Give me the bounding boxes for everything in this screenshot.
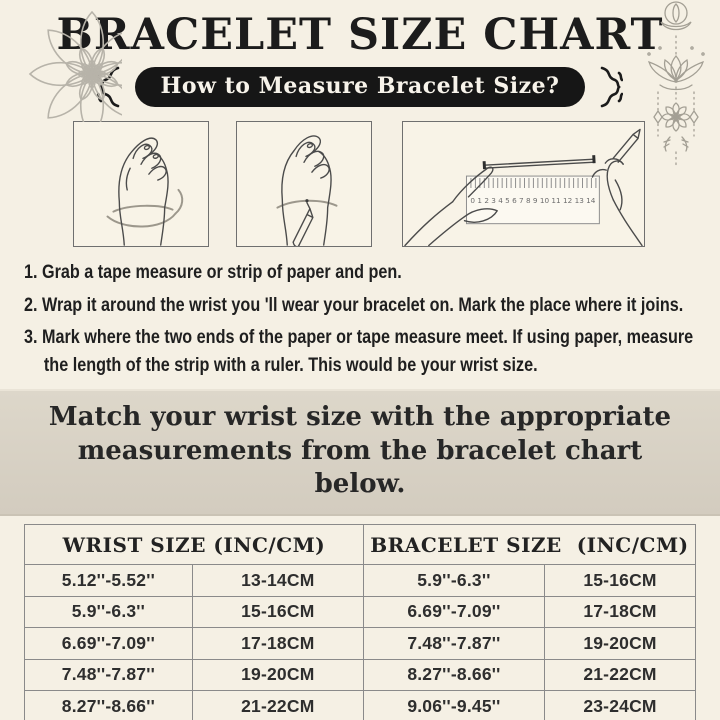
page-title: BRACELET SIZE CHART: [56, 10, 664, 60]
squiggle-right-icon: [601, 66, 624, 108]
table-row: 5.12''-5.52'' 13-14CM 5.9''-6.3'' 15-16C…: [24, 564, 696, 597]
badge-row: How to Measure Bracelet Size?: [0, 65, 720, 109]
size-chart-table: WRIST SIZE (INC/CM) BRACELET SIZE (INC/C…: [24, 524, 697, 720]
bracelet-cm-cell: 17-18CM: [544, 595, 696, 629]
bracelet-inches-cell: 7.48''-7.87'': [362, 627, 546, 660]
step-2: 2. Wrap it around the wrist you 'll wear…: [24, 293, 684, 316]
banner-text: Match your wrist size with the appropria…: [48, 401, 672, 500]
wrist-cm-cell: 13-14CM: [191, 564, 364, 597]
ruler-numbers: 0 1 2 3 4 5 6 7 8 9 10 11 12 13 14: [470, 197, 596, 205]
wrist-cm-cell: 15-16CM: [191, 595, 364, 629]
bracelet-cm-cell: 21-22CM: [544, 658, 696, 692]
bracelet-cm-cell: 23-24CM: [544, 690, 696, 720]
bracelet-inches-cell: 6.69''-7.09'': [362, 595, 546, 629]
wrist-cm-cell: 21-22CM: [191, 690, 364, 720]
step-1: 1. Grab a tape measure or strip of paper…: [24, 261, 402, 283]
measure-illustration-grab-tape: [73, 121, 209, 247]
lotus-hanging-ornament: [636, 0, 716, 178]
lotus-icon: [647, 1, 705, 169]
table-row: 8.27''-8.66'' 21-22CM 9.06''-9.45'' 23-2…: [24, 690, 696, 720]
bracelet-size-header: BRACELET SIZE (INC/CM): [362, 524, 697, 566]
bracelet-cm-cell: 15-16CM: [544, 564, 696, 597]
table-row: 5.9''-6.3'' 15-16CM 6.69''-7.09'' 17-18C…: [24, 595, 696, 629]
badge-how-to-measure: How to Measure Bracelet Size?: [134, 67, 586, 107]
wrist-cm-cell: 17-18CM: [191, 627, 364, 660]
mandala-flower-ornament: [0, 0, 122, 122]
table-row: 6.69''-7.09'' 17-18CM 7.48''-7.87'' 19-2…: [24, 627, 696, 660]
wrist-cm-cell: 19-20CM: [191, 658, 364, 692]
bracelet-inches-cell: 8.27''-8.66'': [362, 658, 546, 692]
bracelet-inches-cell: 9.06''-9.45'': [362, 690, 546, 720]
table-row: 7.48''-7.87'' 19-20CM 8.27''-8.66'' 21-2…: [24, 658, 696, 692]
wrist-inches-cell: 7.48''-7.87'': [24, 658, 193, 692]
wrist-inches-cell: 8.27''-8.66'': [24, 690, 193, 720]
wrist-inches-cell: 6.69''-7.09'': [24, 627, 193, 660]
how-to-measure-illustrations: 0 1 2 3 4 5 6 7 8 9 10 11 12 13 14: [73, 121, 720, 247]
step-3: 3. Mark where the two ends of the paper …: [24, 326, 694, 377]
wrist-inches-cell: 5.9''-6.3'': [24, 595, 193, 629]
mandala-icon: [29, 11, 122, 122]
size-table-wrap: WRIST SIZE (INC/CM) BRACELET SIZE (INC/C…: [24, 524, 697, 720]
wrist-inches-cell: 5.12''-5.52'': [24, 564, 193, 597]
bracelet-inches-cell: 5.9''-6.3'': [362, 564, 546, 597]
match-size-banner: Match your wrist size with the appropria…: [0, 388, 720, 517]
wrist-size-header: WRIST SIZE (INC/CM): [24, 524, 364, 566]
table-header-row: WRIST SIZE (INC/CM) BRACELET SIZE (INC/C…: [24, 524, 697, 566]
measure-illustration-mark-wrist: [236, 121, 372, 247]
bracelet-cm-cell: 19-20CM: [544, 627, 696, 660]
measuring-steps-list: 1. Grab a tape measure or strip of paper…: [24, 259, 720, 380]
measure-illustration-ruler: 0 1 2 3 4 5 6 7 8 9 10 11 12 13 14: [402, 121, 645, 247]
